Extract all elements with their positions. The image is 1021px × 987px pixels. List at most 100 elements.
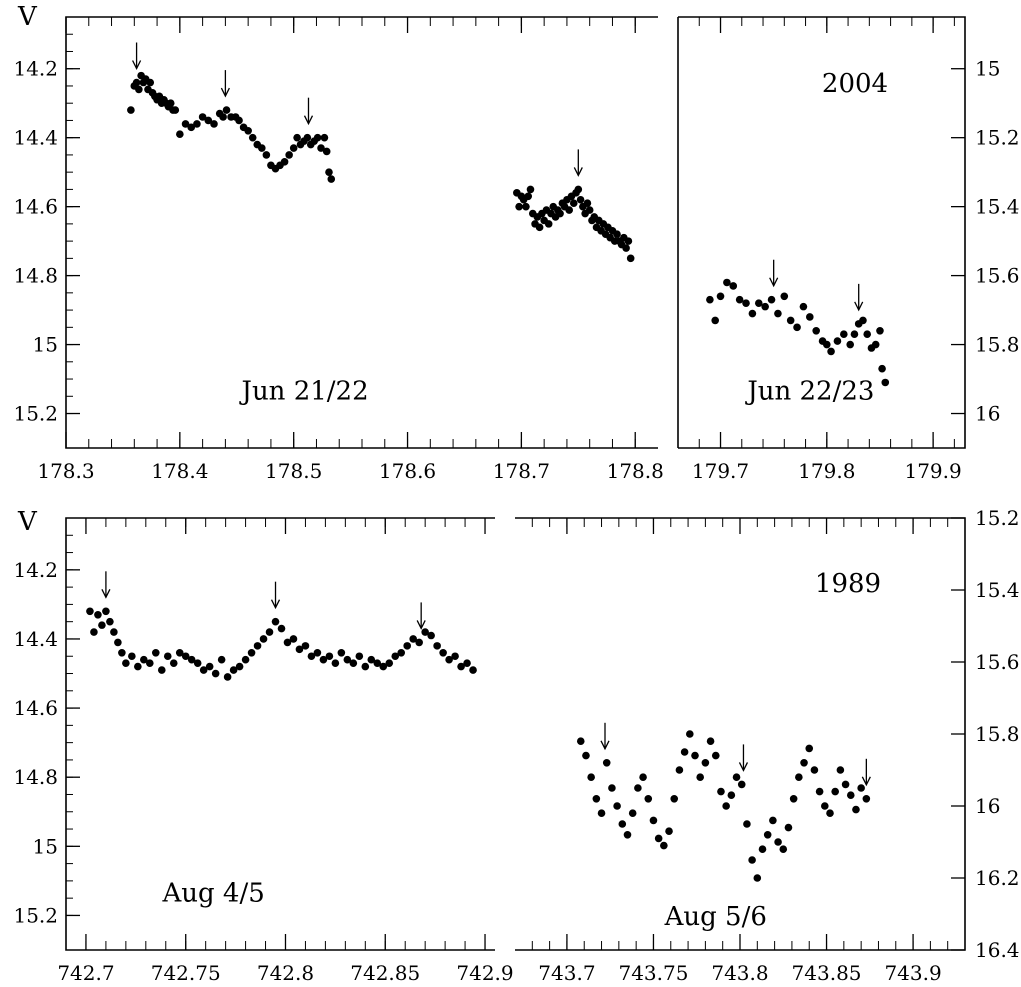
plot-area-2004: 14.2 14.4 14.6 14.8 15 15.2 15 15.2 15.4 15.6 15.8… xyxy=(13,17,1020,483)
data-point xyxy=(795,773,803,781)
data-point xyxy=(608,784,616,792)
data-point xyxy=(451,652,459,661)
data-point xyxy=(322,147,331,156)
data-point xyxy=(313,648,322,657)
data-point xyxy=(313,133,322,142)
y-tick-label-left: 15 xyxy=(33,333,58,357)
data-point xyxy=(812,326,820,335)
data-point xyxy=(774,838,782,846)
data-point xyxy=(301,642,310,650)
data-point xyxy=(758,845,767,853)
data-point xyxy=(743,820,751,828)
y-tick-label-right: 16.2 xyxy=(975,866,1020,890)
x-tick-label: 178.6 xyxy=(379,459,436,483)
data-point xyxy=(716,292,725,301)
data-point xyxy=(654,834,663,843)
data-point xyxy=(706,737,715,745)
data-point xyxy=(235,116,243,125)
data-point xyxy=(871,340,880,349)
x-tick-label: 178.4 xyxy=(151,459,208,483)
x-tick-label: 742.85 xyxy=(350,961,420,985)
data-point xyxy=(277,624,286,633)
data-point xyxy=(675,766,684,774)
data-point xyxy=(623,831,632,839)
data-point xyxy=(259,635,268,643)
data-point xyxy=(613,230,621,239)
data-point xyxy=(876,326,884,335)
frame-1989-left xyxy=(65,517,495,951)
data-point xyxy=(94,610,102,619)
data-point xyxy=(737,780,746,789)
data-point xyxy=(729,282,738,290)
data-point xyxy=(665,827,673,835)
maximum-arrow-head xyxy=(769,277,779,288)
y-tick-label-left: 15.2 xyxy=(13,903,58,927)
data-point xyxy=(852,805,860,814)
y-tick-label-right: 15.4 xyxy=(975,195,1020,219)
data-point xyxy=(779,845,788,853)
y-tick-label-left: 14.2 xyxy=(13,57,58,81)
data-point xyxy=(265,628,274,636)
data-point xyxy=(285,151,293,159)
data-point xyxy=(569,199,578,207)
x-tick-label: 742.7 xyxy=(57,961,114,985)
data-point xyxy=(198,113,207,121)
data-point xyxy=(680,748,689,756)
data-point xyxy=(289,635,298,643)
data-point xyxy=(258,144,266,152)
data-point xyxy=(878,364,886,373)
chart-2004: V 2004 14.214.414.614.81515.21515.215.41… xyxy=(13,2,1019,483)
x-tick-label: 178.7 xyxy=(493,459,550,483)
data-point xyxy=(222,106,231,114)
y-tick-label-left: 14.4 xyxy=(13,627,58,651)
data-point xyxy=(846,791,855,799)
y-tick-label-right: 15.8 xyxy=(975,333,1020,357)
data-point xyxy=(742,299,750,307)
data-point xyxy=(613,802,621,810)
data-point xyxy=(385,659,394,667)
data-point xyxy=(793,323,801,332)
x-tick-label: 178.5 xyxy=(265,459,322,483)
data-point xyxy=(767,295,776,304)
maximum-arrow-head xyxy=(132,60,142,70)
data-point xyxy=(325,168,333,176)
data-point xyxy=(524,192,533,201)
data-point xyxy=(754,299,763,307)
data-point xyxy=(463,659,471,667)
night-label: Aug 4/5 xyxy=(162,879,265,909)
x-tick-label: 742.9 xyxy=(456,961,513,985)
data-point xyxy=(205,662,214,671)
data-point xyxy=(574,185,583,194)
data-point xyxy=(373,659,382,667)
data-point xyxy=(343,655,352,664)
data-point xyxy=(349,659,358,667)
data-point xyxy=(774,309,782,318)
data-point xyxy=(597,809,606,817)
y-tick-label-right: 16.4 xyxy=(975,938,1020,962)
data-point xyxy=(217,655,226,664)
data-point xyxy=(833,337,842,345)
data-point xyxy=(836,766,845,774)
y-tick-label-right: 15.2 xyxy=(975,126,1020,150)
data-point xyxy=(90,628,98,636)
data-point xyxy=(337,648,346,657)
data-point xyxy=(585,206,594,214)
data-point xyxy=(686,730,694,738)
data-point xyxy=(409,635,417,643)
data-point xyxy=(132,78,141,87)
data-point xyxy=(367,655,376,664)
night-label: Jun 22/23 xyxy=(744,377,874,407)
data-point xyxy=(303,133,312,142)
data-point xyxy=(325,652,334,661)
data-point xyxy=(146,659,154,667)
data-point xyxy=(701,759,710,767)
data-point xyxy=(86,607,94,616)
y-axis-label-1989: V xyxy=(17,507,38,537)
data-point xyxy=(289,144,298,152)
data-point xyxy=(761,302,769,311)
data-point xyxy=(295,645,304,654)
data-point xyxy=(391,652,400,661)
maximum-arrow-head xyxy=(738,762,749,772)
data-point xyxy=(769,816,777,825)
